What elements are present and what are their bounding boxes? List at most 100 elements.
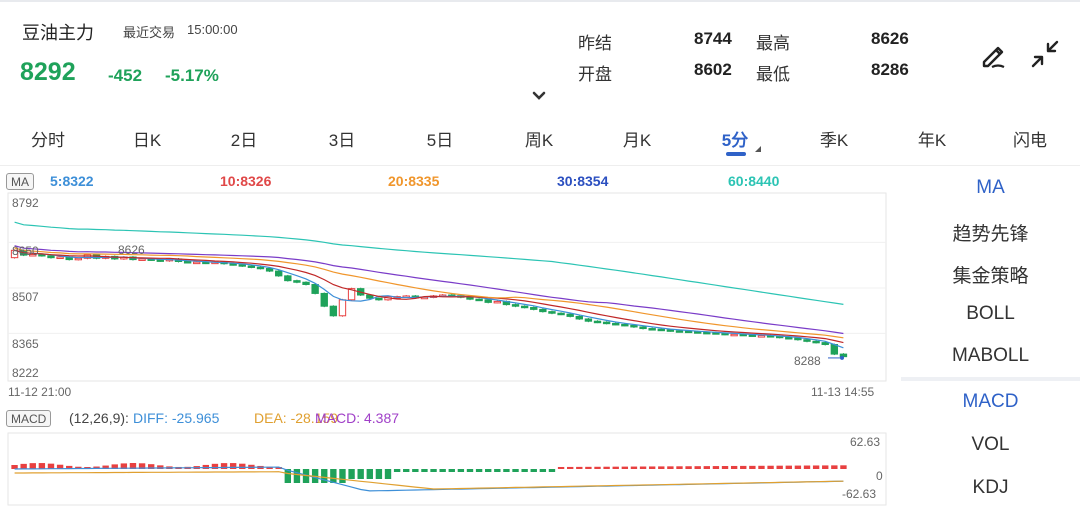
last-price: 8292 (20, 58, 76, 86)
candle-body (484, 299, 492, 303)
candle-body (821, 342, 829, 346)
macd-histogram-bar (685, 466, 692, 469)
macd-histogram-bar (767, 465, 774, 469)
prev-settle-label: 昨结 (578, 34, 612, 53)
macd-histogram-bar (293, 469, 301, 483)
macd-histogram-bar (776, 465, 783, 469)
kline-chart-area[interactable]: MA 5:8322 10:8326 20:8335 30:8354 60:844… (0, 167, 900, 510)
candle-body (338, 299, 347, 317)
macd-histogram-bar (740, 465, 747, 469)
tabs-divider (0, 165, 1080, 166)
macd-histogram-bar (448, 469, 455, 472)
candle-body (284, 275, 292, 282)
macd-histogram-bar (730, 465, 738, 469)
macd-histogram-bar (485, 469, 492, 472)
indicator-trend-pioneer[interactable]: 趋势先锋 (952, 224, 1029, 245)
macd-histogram-bar (667, 466, 674, 469)
macd-histogram-bar (840, 465, 847, 469)
candle-body (684, 330, 693, 334)
indicator-maboll[interactable]: MABOLL (951, 345, 1030, 366)
tab-day-k[interactable]: 日K (132, 131, 162, 150)
indicator-macd[interactable]: MACD (962, 391, 1019, 412)
candle-body (575, 315, 583, 320)
candle-body (812, 340, 820, 344)
candle-body (183, 260, 192, 264)
tab-lightning[interactable]: 闪电 (1013, 131, 1047, 150)
tab-month-k[interactable]: 月K (622, 131, 652, 150)
macd-legend-tag[interactable]: MACD (6, 410, 52, 427)
candle-body (193, 261, 201, 265)
active-tab-indicator (726, 152, 746, 156)
candle-body (621, 323, 629, 327)
macd-histogram-bar (120, 463, 128, 469)
macd-histogram-bar (803, 465, 811, 469)
macd-tick-bottom: -62.63 (842, 487, 877, 501)
macd-histogram-bar (29, 463, 36, 469)
candle-body (657, 328, 665, 332)
tab-year-k[interactable]: 年K (917, 131, 947, 150)
macd-histogram-bar (749, 465, 756, 469)
macd-histogram-bar (393, 469, 401, 472)
ma-legend-tag[interactable]: MA (6, 173, 34, 190)
macd-histogram-bar (284, 469, 292, 483)
candle-body (666, 329, 675, 332)
indicator-boll[interactable]: BOLL (966, 303, 1015, 324)
candle-body (329, 305, 338, 317)
contract-name: 豆油主力 (22, 23, 94, 43)
macd-histogram-bar (494, 469, 501, 472)
tab-3-day[interactable]: 3日 (328, 131, 356, 150)
macd-histogram-bar (348, 469, 355, 479)
macd-histogram-bar (466, 469, 474, 472)
indicator-kdj[interactable]: KDJ (972, 477, 1009, 498)
candle-body (475, 298, 483, 302)
macd-histogram-bar (147, 464, 155, 469)
trade-time: 15:00:00 (187, 22, 238, 37)
macd-histogram-bar (138, 463, 146, 469)
macd-histogram-bar (612, 466, 619, 469)
macd-histogram-bar (357, 469, 364, 479)
macd-histogram-bar (430, 469, 437, 472)
low-label: 最低 (756, 65, 790, 84)
ma20-line (14, 247, 844, 339)
tab-dropdown-arrow-icon[interactable] (755, 146, 761, 152)
candle-body (302, 281, 310, 285)
candle-body (56, 256, 64, 260)
collapse-arrows-icon[interactable] (1029, 38, 1061, 70)
tab-5-day[interactable]: 5日 (426, 131, 454, 150)
macd-histogram-bar (585, 466, 592, 469)
macd-diff-line (14, 466, 844, 492)
low-value: 8286 (871, 60, 909, 79)
ma60-value: 60:8440 (728, 173, 780, 189)
candle-body (785, 336, 793, 340)
chevron-down-icon[interactable] (531, 90, 547, 102)
macd-histogram-bar (475, 469, 483, 472)
macd-histogram-bar (621, 466, 629, 469)
quote-header: 豆油主力 最近交易 15:00:00 8292 -452 -5.17% 昨结 8… (0, 2, 1080, 102)
top-divider (0, 0, 1080, 2)
macd-histogram-bar (38, 463, 46, 469)
macd-histogram-bar (266, 466, 273, 469)
candle-body (238, 264, 246, 267)
macd-tick-top: 62.63 (850, 435, 881, 449)
tab-fenshi[interactable]: 分时 (31, 131, 65, 150)
trade-label: 最近交易 (123, 25, 176, 40)
macd-histogram-bar (521, 469, 528, 472)
macd-histogram-bar (375, 469, 383, 479)
open-value: 8602 (694, 60, 732, 79)
tab-5-min[interactable]: 5分 (721, 131, 749, 150)
indicator-vol[interactable]: VOL (971, 434, 1010, 455)
macd-dea-value: DEA: -28.159 (254, 410, 339, 426)
candle-body (602, 321, 611, 325)
tab-season-k[interactable]: 季K (819, 131, 849, 150)
macd-histogram-bar (594, 466, 601, 469)
prev-settle-value: 8744 (694, 29, 732, 48)
draw-pen-icon[interactable] (978, 38, 1010, 70)
candle-body (584, 318, 593, 322)
kline-chart[interactable] (0, 167, 900, 510)
candle-body (520, 305, 529, 309)
indicator-fund-strategy[interactable]: 集金策略 (952, 266, 1029, 287)
tab-week-k[interactable]: 周K (524, 131, 554, 150)
indicator-ma[interactable]: MA (976, 177, 1005, 198)
macd-histogram-bar (794, 465, 802, 469)
tab-2-day[interactable]: 2日 (230, 131, 258, 150)
